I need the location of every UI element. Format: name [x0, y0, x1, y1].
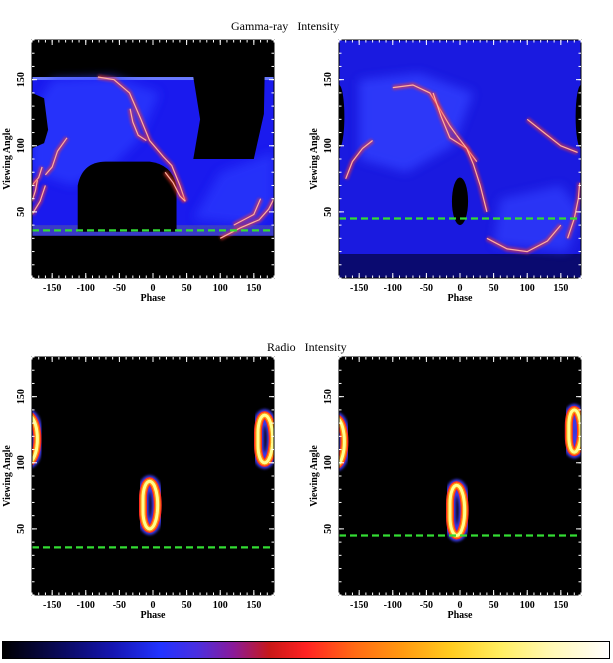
x-tick-label: 100 — [520, 283, 535, 294]
gamma-title-part-1: Gamma-ray — [231, 19, 289, 33]
x-tick-label: -100 — [384, 283, 402, 294]
radio-ring-left-edge — [32, 415, 39, 463]
radio-title-part-2: Intensity — [304, 340, 347, 354]
caustic-edge-left — [32, 166, 43, 186]
gap-region — [193, 77, 265, 159]
x-tick-label: -50 — [420, 600, 433, 611]
gamma-panel-left: -150 -100 -50 0 50 100 150 50 100 150 Phase Viewing… — [0, 37, 280, 312]
y-tick-label: 50 — [323, 524, 334, 534]
radio-ring-left-edge — [339, 417, 346, 466]
y-tick-label: 100 — [323, 455, 334, 470]
caustic-center — [456, 134, 488, 213]
gap-region — [451, 177, 469, 226]
gamma-panel-right: -150 -100 -50 0 50 100 150 50 100 150 Phase Viewing… — [307, 37, 587, 312]
y-tick-label: 50 — [323, 207, 334, 217]
y-axis-label: Viewing Angle — [2, 445, 13, 507]
radio-panel-left: -150 -100 -50 0 50 100 150 50 100 150 Phase Viewing… — [0, 354, 280, 629]
y-tick-label: 100 — [16, 455, 27, 470]
gap-region — [32, 238, 274, 278]
gamma-title-part-2: Intensity — [297, 19, 340, 33]
caustic-main — [97, 76, 186, 202]
x-axis-label: Phase — [448, 293, 474, 304]
heatmap-layer — [339, 40, 581, 278]
radio-panel-right: -150 -100 -50 0 50 100 150 50 100 150 Phase Viewing… — [307, 354, 587, 629]
x-tick-label: 0 — [151, 600, 156, 611]
heatmap-layer — [32, 409, 274, 536]
caustic-left — [345, 140, 373, 180]
heatmap-layer — [32, 74, 274, 278]
heatmap-layer — [339, 403, 581, 542]
x-tick-label: -150 — [43, 600, 61, 611]
x-tick-label: -150 — [350, 600, 368, 611]
gamma-section-title: Gamma-ray Intensity — [231, 19, 339, 34]
y-tick-label: 50 — [16, 524, 27, 534]
caustic-edge-right — [567, 182, 581, 239]
caustic-lower-right-2 — [233, 198, 262, 226]
caustic-branch — [129, 108, 147, 142]
radio-plot-left: -150 -100 -50 0 50 100 150 50 100 150 Phase Viewing… — [2, 356, 275, 621]
caustic-faint — [526, 118, 578, 153]
band-upper-edge — [32, 77, 274, 81]
bright-region — [359, 73, 474, 173]
x-tick-label: -50 — [113, 600, 126, 611]
gamma-plot-right: -150 -100 -50 0 50 100 150 50 100 150 Phase Viewing… — [309, 39, 582, 304]
x-tick-label: -50 — [420, 283, 433, 294]
y-tick-label: 150 — [323, 389, 334, 404]
x-axis-label: Phase — [141, 293, 167, 304]
x-tick-label: -150 — [43, 283, 61, 294]
x-axis-label: Phase — [141, 610, 167, 621]
y-tick-label: 150 — [16, 72, 27, 87]
x-axis-label: Phase — [448, 610, 474, 621]
y-tick-label: 50 — [16, 207, 27, 217]
y-axis-label: Viewing Angle — [2, 128, 13, 190]
x-tick-label: 0 — [458, 600, 463, 611]
gap-region — [32, 92, 49, 149]
x-tick-label: 150 — [553, 283, 568, 294]
y-tick-label: 100 — [323, 138, 334, 153]
y-axis-label: Viewing Angle — [309, 128, 320, 190]
caustic-lower — [486, 224, 562, 253]
x-tick-label: 100 — [520, 600, 535, 611]
x-tick-label: 100 — [213, 283, 228, 294]
radio-ring-center — [448, 483, 467, 538]
y-tick-label: 150 — [16, 389, 27, 404]
x-tick-label: 150 — [246, 600, 261, 611]
gamma-plot-left: -150 -100 -50 0 50 100 150 50 100 150 Phase Viewing… — [2, 39, 275, 304]
x-tick-label: 50 — [489, 283, 499, 294]
x-tick-label: 50 — [182, 283, 192, 294]
x-tick-label: -150 — [350, 283, 368, 294]
caustic-center — [164, 171, 186, 202]
x-tick-label: 100 — [213, 600, 228, 611]
bright-region — [32, 77, 160, 186]
x-tick-label: -50 — [113, 283, 126, 294]
caustic-left — [44, 137, 68, 176]
x-tick-label: -100 — [77, 600, 95, 611]
caustic-edge-small — [32, 180, 38, 202]
x-tick-label: 150 — [553, 600, 568, 611]
radio-section-title: Radio Intensity — [267, 340, 347, 355]
y-axis-label: Viewing Angle — [309, 445, 320, 507]
caustic-edge-left-low — [32, 185, 46, 215]
x-tick-label: 50 — [489, 600, 499, 611]
x-tick-label: 0 — [458, 283, 463, 294]
x-tick-label: -100 — [77, 283, 95, 294]
x-tick-label: 150 — [246, 283, 261, 294]
dim-band — [339, 254, 581, 278]
plot-background — [339, 357, 581, 595]
x-tick-label: -100 — [384, 600, 402, 611]
intensity-colorbar — [2, 641, 610, 659]
gap-region — [77, 161, 177, 232]
radio-title-part-1: Radio — [267, 340, 296, 354]
radio-ring-right-edge — [567, 408, 581, 454]
y-tick-label: 100 — [16, 138, 27, 153]
bright-region — [193, 152, 274, 226]
radio-plot-right: -150 -100 -50 0 50 100 150 50 100 150 Phase Viewing… — [309, 356, 582, 621]
radio-ring-right-edge — [256, 413, 274, 465]
x-tick-label: 50 — [182, 600, 192, 611]
y-tick-label: 150 — [323, 72, 334, 87]
radio-ring-center — [141, 479, 160, 531]
x-tick-label: 0 — [151, 283, 156, 294]
